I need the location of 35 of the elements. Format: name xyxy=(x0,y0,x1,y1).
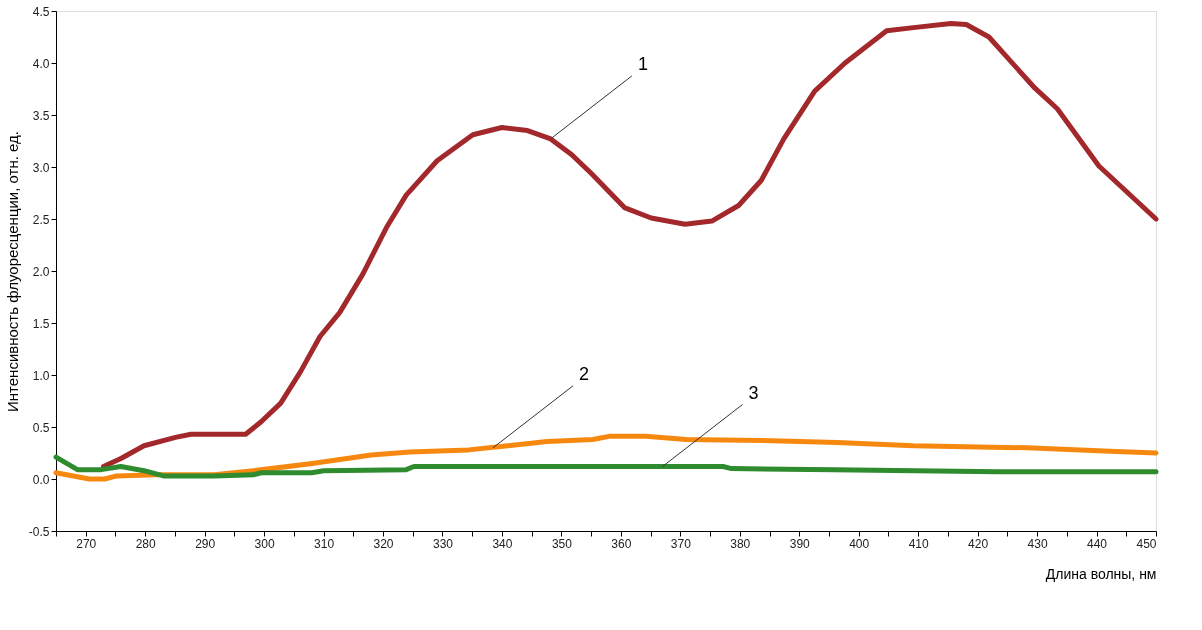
x-tick-label: 430 xyxy=(1027,536,1048,551)
x-tick-label: 340 xyxy=(492,536,513,551)
annotation: 3 xyxy=(748,382,759,403)
x-tick-label: 450 xyxy=(1136,536,1157,551)
x-tick-label: 420 xyxy=(968,536,989,551)
y-axis-title: Интенсивность флуоресценции, отн. ед. xyxy=(3,131,21,412)
x-tick-label: 330 xyxy=(432,536,454,551)
y-tick-label: 4.0 xyxy=(32,56,50,71)
x-tick-label: 390 xyxy=(789,536,811,551)
x-tick-label: 290 xyxy=(195,536,216,551)
annotation: 2 xyxy=(579,363,590,384)
y-tick-label: 3.0 xyxy=(32,160,50,175)
x-tick-label: 360 xyxy=(611,536,632,551)
x-tick-label: 350 xyxy=(551,536,573,551)
x-tick-label: 400 xyxy=(849,536,870,551)
x-tick-label: 300 xyxy=(254,536,275,551)
x-tick-label: 370 xyxy=(670,536,692,551)
y-tick-label: -0.5 xyxy=(28,524,50,539)
y-tick-label: 0.0 xyxy=(32,472,50,487)
y-tick-label: 1.0 xyxy=(32,368,50,383)
x-tick-label: 270 xyxy=(76,536,97,551)
y-tick-label: 0.5 xyxy=(32,420,50,435)
x-axis-title: Длина волны, нм xyxy=(1045,565,1157,582)
x-tick-label: 310 xyxy=(314,536,335,551)
x-tick-label: 440 xyxy=(1087,536,1108,551)
y-tick-label: 3.5 xyxy=(32,108,50,123)
x-tick-label: 380 xyxy=(730,536,751,551)
x-tick-label: 410 xyxy=(908,536,929,551)
y-tick-label: 2.0 xyxy=(32,264,50,279)
y-tick-label: 2.5 xyxy=(32,212,50,227)
y-tick-label: 1.5 xyxy=(32,316,50,331)
x-tick-label: 320 xyxy=(373,536,394,551)
y-tick-label: 4.5 xyxy=(32,4,50,19)
x-tick-label: 280 xyxy=(135,536,157,551)
annotation: 1 xyxy=(637,53,648,74)
